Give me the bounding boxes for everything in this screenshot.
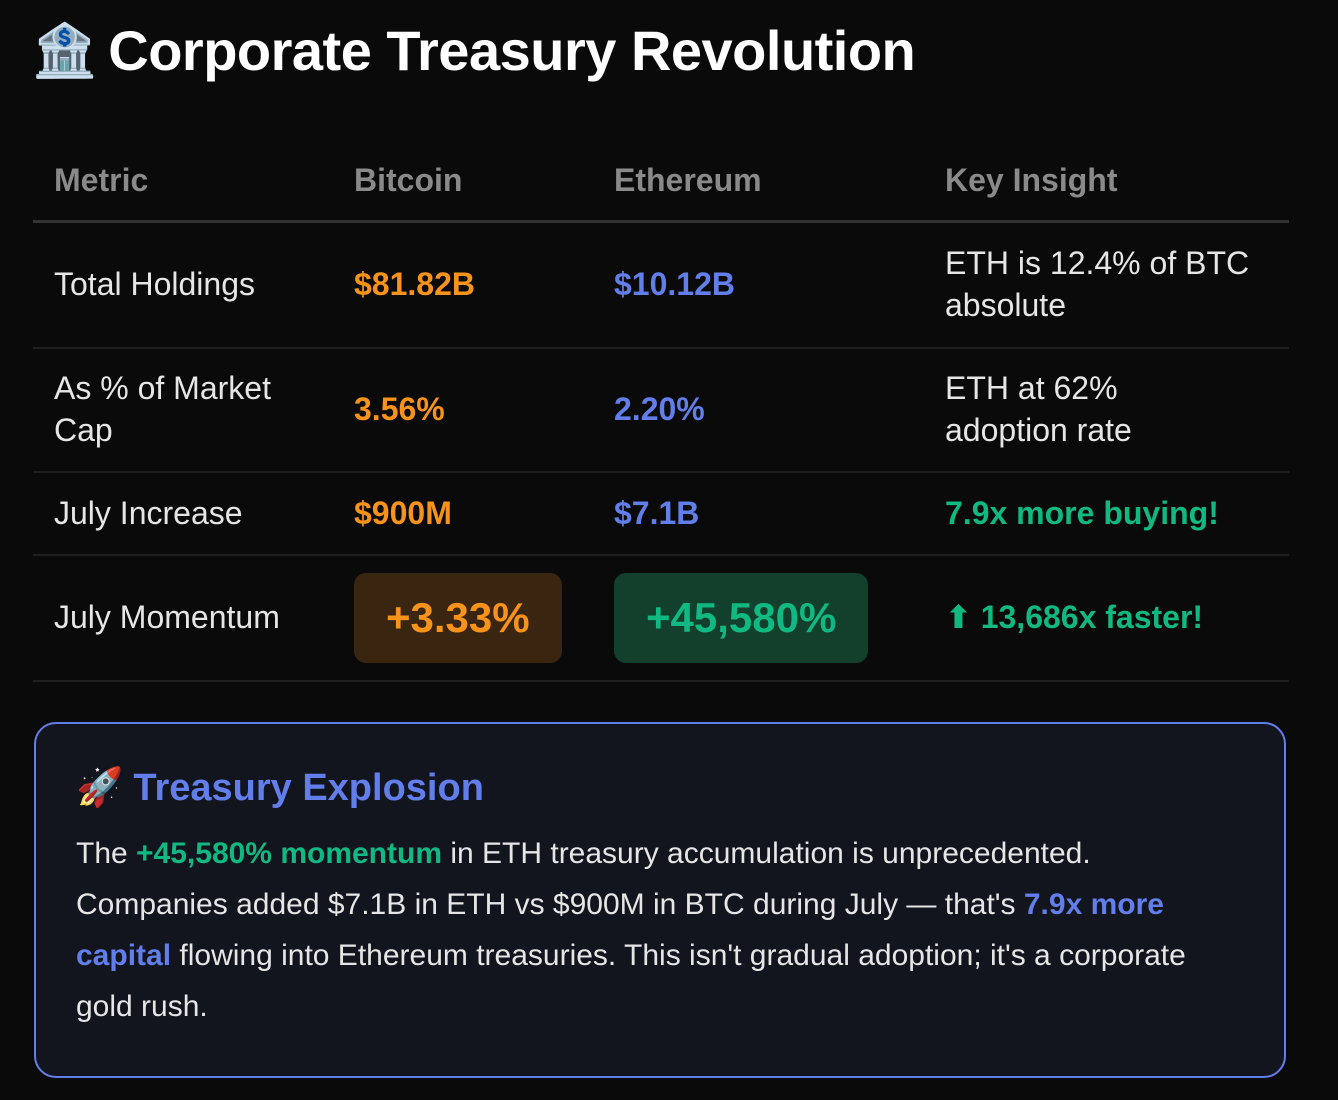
header-metric: Metric (33, 140, 333, 223)
table-row: As % of Market Cap 3.56% 2.20% ETH at 62… (33, 348, 1289, 473)
table-row: July Increase $900M $7.1B 7.9x more buyi… (33, 472, 1289, 556)
callout-title: 🚀 Treasury Explosion (76, 766, 1244, 810)
ethereum-cell: +45,580% (593, 555, 924, 682)
callout-body: The +45,580% momentum in ETH treasury ac… (76, 828, 1244, 1032)
momentum-highlight: +45,580% momentum (136, 837, 442, 870)
bitcoin-cell: +3.33% (333, 555, 593, 682)
bitcoin-cell: $81.82B (333, 221, 593, 349)
insight-cell: ETH at 62% adoption rate (924, 348, 1289, 473)
treasury-explosion-callout: 🚀 Treasury Explosion The +45,580% moment… (34, 722, 1286, 1078)
rocket-icon: 🚀 (76, 767, 124, 809)
bank-icon: 🏦 (32, 22, 97, 80)
insight-cell: ETH is 12.4% of BTC absolute (924, 221, 1289, 349)
insight-cell: 7.9x more buying! (924, 472, 1289, 556)
bitcoin-momentum-badge: +3.33% (354, 572, 562, 664)
ethereum-momentum-badge: +45,580% (614, 572, 869, 664)
callout-title-text: Treasury Explosion (133, 766, 484, 809)
insight-cell: ⬆ 13,686x faster! (924, 555, 1289, 682)
bitcoin-cell: $900M (333, 472, 593, 556)
header-bitcoin: Bitcoin (333, 140, 593, 223)
page-title-text: Corporate Treasury Revolution (108, 19, 916, 82)
ethereum-cell: $10.12B (593, 221, 924, 349)
metric-cell: As % of Market Cap (33, 348, 333, 473)
ethereum-cell: 2.20% (593, 348, 924, 473)
comparison-table: Metric Bitcoin Ethereum Key Insight Tota… (33, 140, 1289, 682)
body-text: flowing into Ethereum treasuries. This i… (76, 939, 1186, 1023)
table-header-row: Metric Bitcoin Ethereum Key Insight (33, 140, 1289, 223)
insight-text: 13,686x faster! (980, 599, 1204, 636)
table-row: July Momentum +3.33% +45,580% ⬆ 13,686x … (33, 555, 1289, 682)
metric-cell: July Increase (33, 472, 333, 556)
metric-cell: Total Holdings (33, 221, 333, 349)
header-key-insight: Key Insight (924, 140, 1289, 223)
bitcoin-cell: 3.56% (333, 348, 593, 473)
arrow-up-icon: ⬆ (945, 599, 972, 636)
capital-highlight: 7.9x more capital (76, 888, 1164, 972)
table-row: Total Holdings $81.82B $10.12B ETH is 12… (33, 221, 1289, 349)
ethereum-cell: $7.1B (593, 472, 924, 556)
page-title: 🏦 Corporate Treasury Revolution (32, 18, 916, 83)
metric-cell: July Momentum (33, 555, 333, 682)
body-text: in ETH treasury accumulation is unpreced… (76, 837, 1091, 921)
header-ethereum: Ethereum (593, 140, 924, 223)
body-text: The (76, 837, 137, 870)
